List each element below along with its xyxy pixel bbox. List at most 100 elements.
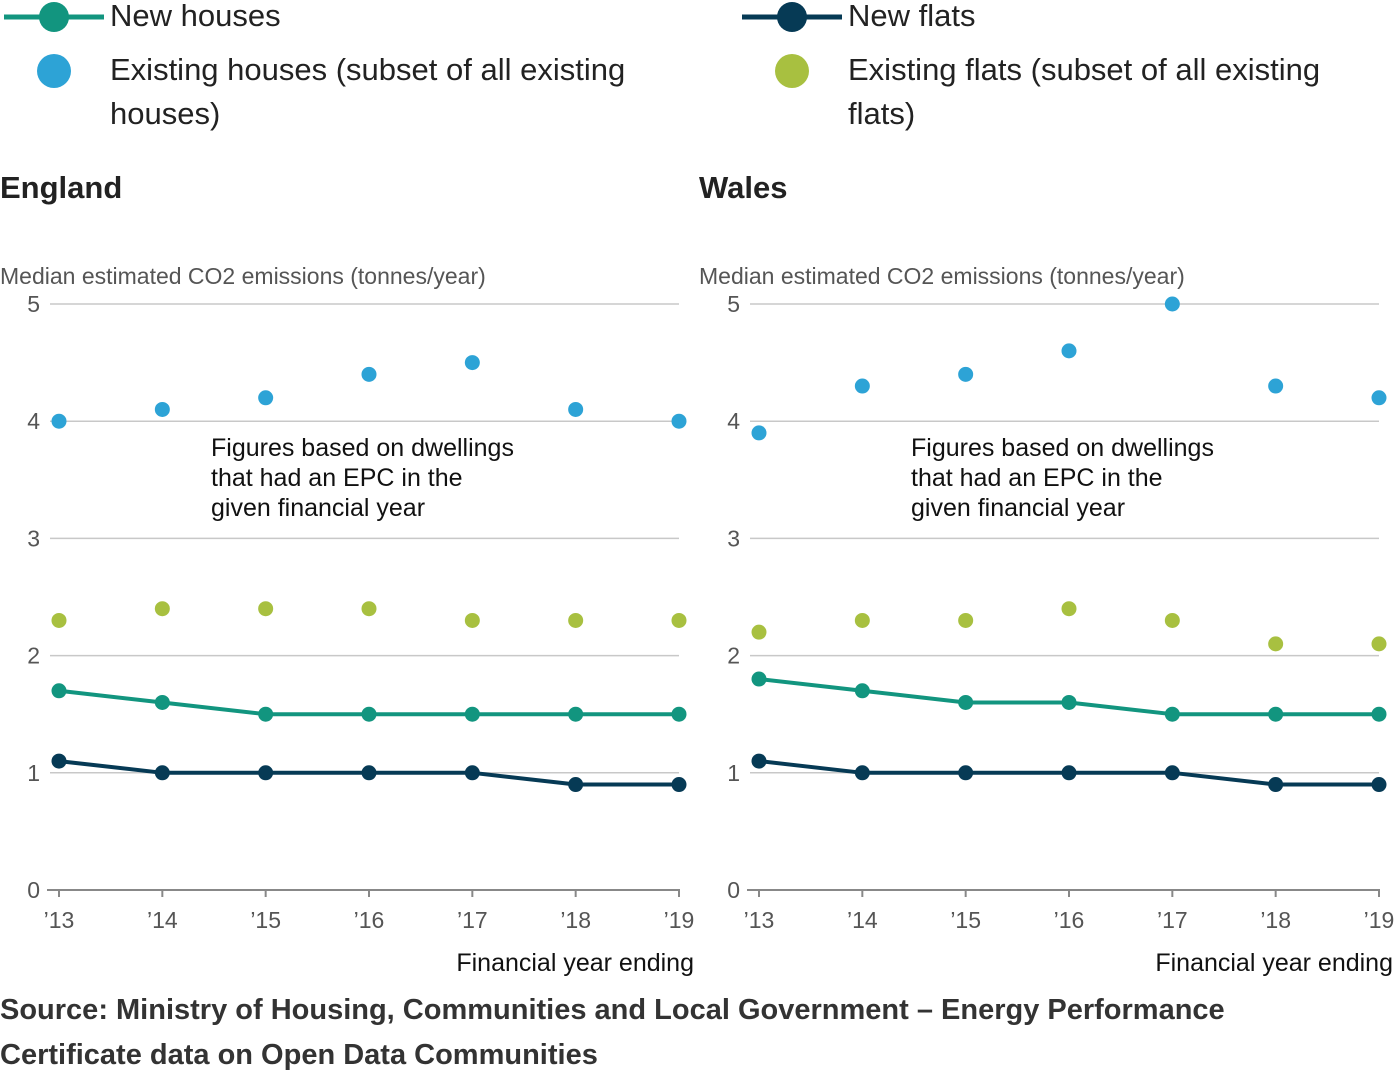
y-tick-labels: 0 1 2 3 4 5 [727,291,740,903]
legend-label: New houses [110,0,281,33]
legend-label: Existing flats (subset of all existing [848,52,1320,87]
data-point [1061,601,1077,617]
series-new-houses [751,671,1387,722]
legend-item-new-flats[interactable]: New flats [742,0,975,33]
x-tick-label: ’18 [1260,907,1291,933]
panel-title: Wales [699,170,787,205]
data-point [854,612,870,628]
annotation-line: Figures based on dwellings [911,434,1214,462]
panel-england: England Median estimated CO2 emissions (… [0,170,694,977]
legend-swatch-dot [37,54,71,88]
x-tick-labels: ’13 ’14 ’15 ’16 ’17 ’18 ’19 [44,907,695,933]
y-tick-label: 2 [27,643,40,669]
data-point [751,425,767,441]
y-tick-label: 2 [727,643,740,669]
y-tick-labels: 0 1 2 3 4 5 [27,291,40,903]
annotation-line: Figures based on dwellings [211,434,514,462]
legend-label: New flats [848,0,975,33]
data-point [464,765,480,781]
series-new-flats [51,753,687,793]
legend: New houses New flats Existing houses (su… [4,0,1320,131]
data-point [1164,765,1180,781]
legend-item-existing-houses[interactable]: Existing houses (subset of all existing … [37,52,625,131]
data-point [154,601,170,617]
data-point [361,706,377,722]
x-tick-label: ’13 [44,907,75,933]
data-point [51,612,67,628]
data-point [258,601,274,617]
data-point [464,355,480,371]
data-point [51,753,67,769]
x-axis [747,889,1380,897]
data-point [671,706,687,722]
data-point [154,694,170,710]
x-tick-label: ’17 [457,907,488,933]
data-point [1268,706,1284,722]
data-point [958,366,974,382]
y-tick-label: 4 [727,408,740,434]
y-tick-label: 3 [27,525,40,551]
x-tick-label: ’17 [1157,907,1188,933]
y-axis-title: Median estimated CO2 emissions (tonnes/y… [0,263,486,289]
source-note: Source: Ministry of Housing, Communities… [0,988,1395,1078]
series-layer [51,355,687,793]
data-point [258,765,274,781]
panel-wales: Wales Median estimated CO2 emissions (to… [699,170,1394,977]
data-point [1061,765,1077,781]
panel-title: England [0,170,122,205]
data-point [854,378,870,394]
legend-item-existing-flats[interactable]: Existing flats (subset of all existing f… [775,52,1320,131]
x-tick-label: ’14 [147,907,178,933]
data-point [671,777,687,793]
data-point [854,765,870,781]
data-point [361,601,377,617]
data-point [958,612,974,628]
source-line: Source: Ministry of Housing, Communities… [0,994,1225,1026]
x-axis [47,889,680,897]
source-line: Certificate data on Open Data Communitie… [0,1039,598,1071]
legend-swatch-marker [39,2,69,32]
y-tick-label: 5 [27,291,40,317]
data-point [258,706,274,722]
annotation: Figures based on dwellings that had an E… [911,434,1214,522]
data-point [854,683,870,699]
x-tick-label: ’18 [560,907,591,933]
series-existing-houses [751,296,1387,441]
y-tick-label: 3 [727,525,740,551]
data-point [361,366,377,382]
series-existing-houses [51,355,687,429]
data-point [1371,390,1387,406]
y-tick-label: 5 [727,291,740,317]
data-point [958,765,974,781]
data-point [1164,706,1180,722]
y-tick-label: 1 [27,760,40,786]
data-point [1371,636,1387,652]
data-point [1061,343,1077,359]
chart-canvas: New houses New flats Existing houses (su… [0,0,1394,977]
x-tick-labels: ’13 ’14 ’15 ’16 ’17 ’18 ’19 [744,907,1395,933]
data-point [258,390,274,406]
series-new-houses [51,683,687,722]
annotation-line: that had an EPC in the [211,464,463,492]
x-axis-title: Financial year ending [456,949,694,977]
y-tick-label: 0 [727,877,740,903]
data-point [154,401,170,417]
legend-item-new-houses[interactable]: New houses [4,0,281,33]
series-existing-flats [751,601,1387,652]
data-point [751,671,767,687]
data-point [1164,612,1180,628]
data-point [464,612,480,628]
data-point [1268,636,1284,652]
data-point [464,706,480,722]
series-layer [751,296,1387,793]
x-tick-label: ’13 [744,907,775,933]
data-point [568,706,584,722]
x-tick-label: ’16 [1054,907,1085,933]
data-point [671,413,687,429]
data-point [1371,777,1387,793]
data-point [568,777,584,793]
x-tick-label: ’15 [950,907,981,933]
legend-label: houses) [110,96,220,131]
x-tick-label: ’16 [354,907,385,933]
data-point [1268,777,1284,793]
